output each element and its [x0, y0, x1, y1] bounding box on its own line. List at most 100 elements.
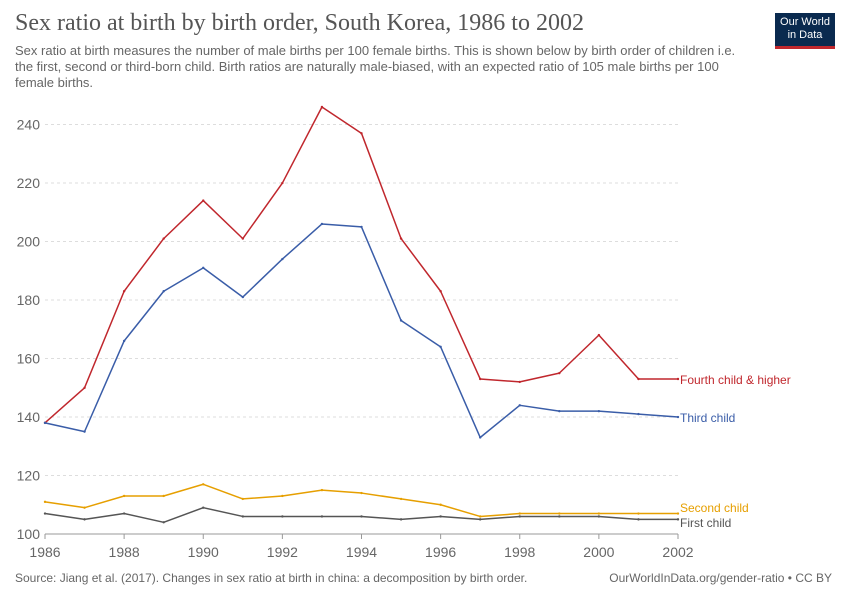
data-point-first[interactable]	[162, 521, 165, 524]
data-point-third[interactable]	[478, 436, 482, 439]
data-point-first[interactable]	[281, 515, 284, 518]
data-point-fourth[interactable]	[439, 290, 442, 293]
data-point-third[interactable]	[439, 345, 442, 349]
x-tick-label: 2000	[583, 544, 614, 560]
data-point-third[interactable]	[281, 257, 284, 261]
data-point-fourth[interactable]	[676, 377, 680, 381]
data-point-third[interactable]	[83, 430, 86, 433]
data-point-second[interactable]	[43, 500, 47, 504]
owid-logo[interactable]: Our World in Data	[775, 13, 835, 49]
data-point-second[interactable]	[399, 497, 403, 501]
x-tick-label: 1992	[267, 544, 298, 560]
data-point-first[interactable]	[43, 512, 47, 515]
series-labels: Fourth child & higher Third child Second c…	[680, 373, 791, 530]
data-point-second[interactable]	[597, 512, 601, 515]
logo-line-1: Our World	[780, 16, 830, 28]
series-line-third[interactable]	[44, 223, 679, 439]
data-point-second[interactable]	[637, 512, 640, 515]
data-point-fourth[interactable]	[320, 105, 324, 109]
data-point-second[interactable]	[202, 483, 205, 486]
data-point-first[interactable]	[360, 515, 363, 518]
data-point-third[interactable]	[122, 339, 126, 343]
gridlines	[45, 124, 678, 535]
series-label-third: Third child	[680, 411, 735, 425]
y-tick-label: 200	[17, 234, 41, 250]
x-tick-label: 1986	[29, 544, 60, 560]
y-tick-label: 140	[17, 409, 41, 425]
y-axis: 100 120 140 160 180 200 220 240	[17, 117, 41, 542]
data-point-second[interactable]	[122, 494, 126, 498]
data-point-second[interactable]	[83, 506, 86, 509]
data-point-second[interactable]	[558, 512, 561, 515]
series-label-fourth: Fourth child & higher	[680, 373, 791, 387]
data-point-first[interactable]	[83, 518, 86, 521]
x-tick-label: 1998	[504, 544, 535, 560]
data-point-third[interactable]	[320, 222, 324, 226]
chart-subtitle: Sex ratio at birth measures the number o…	[15, 43, 736, 90]
data-point-first[interactable]	[202, 506, 205, 509]
data-point-fourth[interactable]	[122, 290, 126, 293]
series-line-first[interactable]	[44, 506, 678, 524]
data-point-fourth[interactable]	[597, 333, 601, 337]
data-point-second[interactable]	[518, 512, 521, 515]
data-point-first[interactable]	[637, 518, 640, 521]
data-point-second[interactable]	[360, 491, 363, 495]
data-point-fourth[interactable]	[399, 237, 403, 240]
data-point-fourth[interactable]	[162, 237, 165, 240]
logo-line-2: in Data	[787, 29, 823, 41]
data-point-third[interactable]	[43, 421, 47, 425]
data-point-fourth[interactable]	[83, 386, 86, 389]
data-point-first[interactable]	[122, 512, 126, 515]
data-point-third[interactable]	[241, 295, 245, 299]
data-point-third[interactable]	[162, 290, 165, 293]
data-point-second[interactable]	[439, 503, 442, 506]
data-point-third[interactable]	[360, 225, 363, 229]
data-point-second[interactable]	[320, 488, 324, 492]
data-point-fourth[interactable]	[202, 199, 205, 202]
data-point-third[interactable]	[558, 409, 561, 413]
data-point-first[interactable]	[439, 515, 442, 518]
series-line-fourth[interactable]	[44, 106, 678, 424]
data-point-third[interactable]	[637, 412, 640, 416]
y-tick-label: 180	[17, 292, 41, 308]
x-tick-label: 1990	[188, 544, 219, 560]
x-tick-label: 1988	[109, 544, 140, 560]
chart-title: Sex ratio at birth by birth order, South…	[15, 10, 584, 36]
x-tick-label: 1996	[425, 544, 456, 560]
credit-link[interactable]: OurWorldInData.org/gender-ratio • CC BY	[609, 571, 832, 585]
data-point-first[interactable]	[676, 518, 680, 521]
data-point-second[interactable]	[676, 512, 680, 515]
series-lines	[43, 105, 680, 524]
y-tick-label: 160	[17, 351, 41, 367]
data-point-first[interactable]	[597, 515, 601, 518]
data-point-fourth[interactable]	[281, 181, 284, 185]
data-point-second[interactable]	[478, 515, 482, 518]
data-point-third[interactable]	[676, 415, 680, 419]
data-point-second[interactable]	[281, 494, 284, 498]
data-point-fourth[interactable]	[518, 380, 521, 384]
data-point-third[interactable]	[518, 404, 521, 407]
x-tick-label: 1994	[346, 544, 377, 560]
data-point-first[interactable]	[478, 518, 482, 521]
data-point-first[interactable]	[320, 515, 324, 518]
data-point-second[interactable]	[241, 497, 245, 501]
data-point-first[interactable]	[518, 515, 521, 518]
data-point-first[interactable]	[241, 515, 245, 518]
data-point-fourth[interactable]	[241, 237, 245, 240]
series-line-second[interactable]	[44, 483, 678, 518]
data-point-third[interactable]	[202, 266, 205, 270]
x-tick-label: 2002	[662, 544, 693, 560]
y-tick-label: 220	[17, 175, 41, 191]
data-point-third[interactable]	[399, 319, 403, 322]
data-point-fourth[interactable]	[637, 377, 640, 381]
data-point-second[interactable]	[162, 494, 165, 498]
data-point-fourth[interactable]	[558, 371, 561, 375]
x-axis: 1986 1988 1990 1992 1994 1996 1998 2000 2002	[29, 533, 694, 560]
data-point-first[interactable]	[399, 518, 403, 521]
data-point-fourth[interactable]	[360, 132, 363, 135]
data-point-third[interactable]	[597, 409, 601, 413]
data-point-first[interactable]	[558, 515, 561, 518]
y-tick-label: 240	[17, 117, 41, 133]
data-point-fourth[interactable]	[478, 377, 482, 381]
